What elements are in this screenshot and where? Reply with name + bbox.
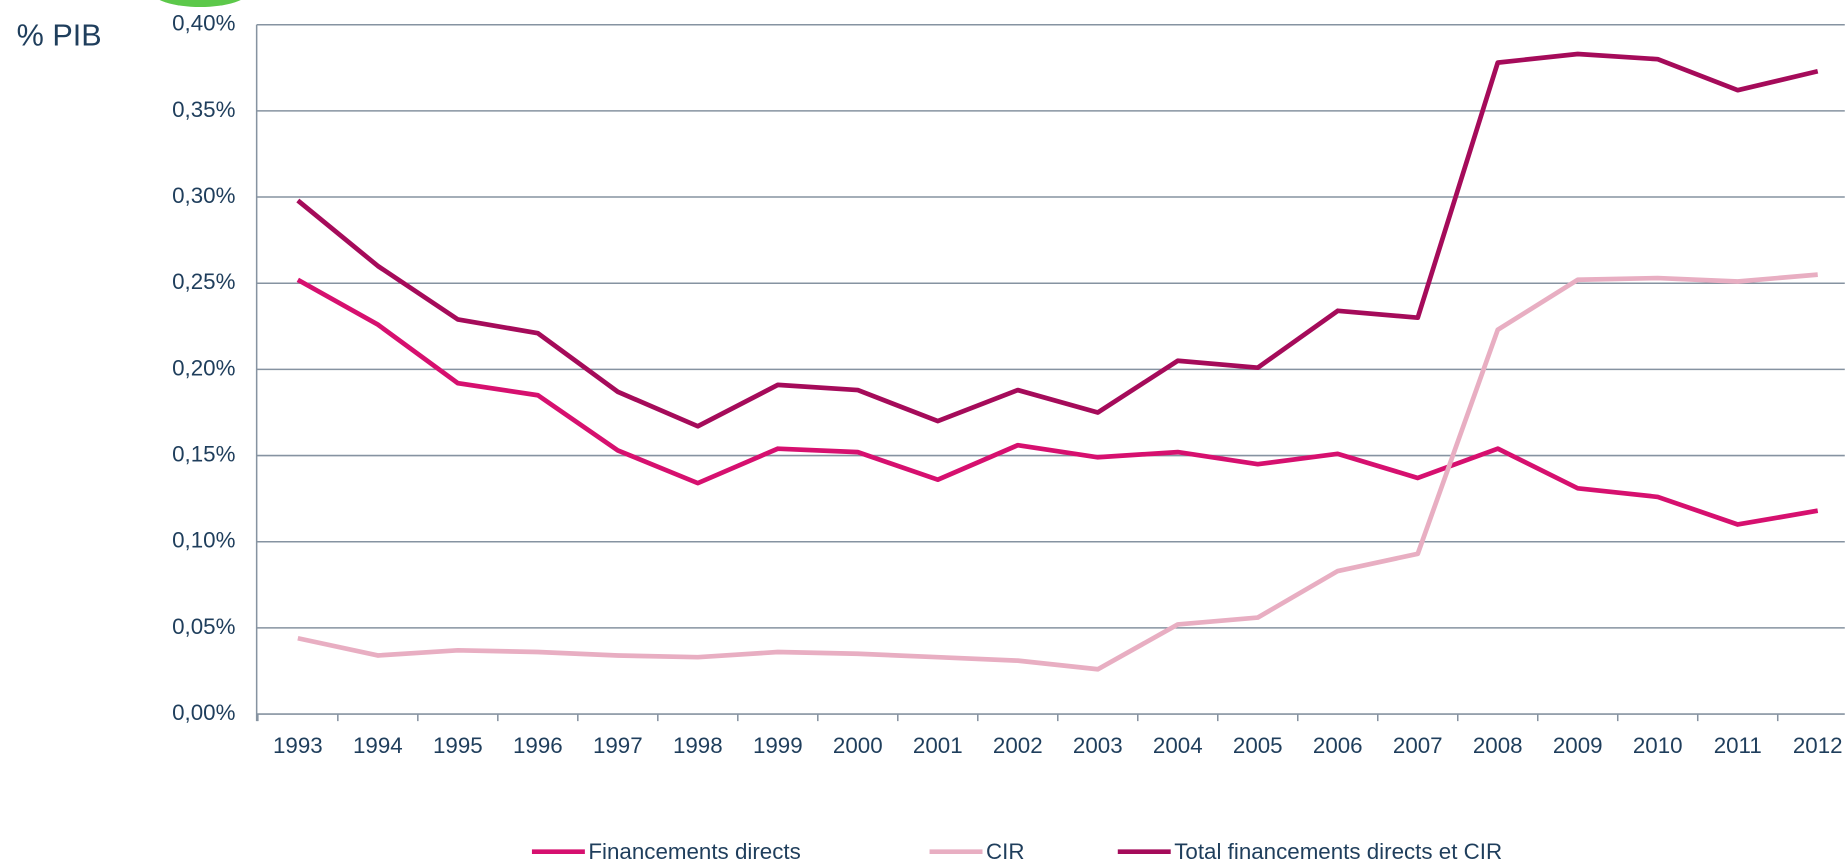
x-tick-label: 1994 <box>353 733 403 758</box>
x-tick-label: 2006 <box>1313 733 1363 758</box>
y-tick-label: 0,20% <box>172 355 235 380</box>
legend-label: CIR <box>986 839 1024 864</box>
x-tick-label: 2004 <box>1153 733 1203 758</box>
series-line <box>297 272 1818 672</box>
y-tick-label: 0,10% <box>172 528 235 553</box>
x-tick-label: 1995 <box>433 733 483 758</box>
y-tick-label: 0,15% <box>172 441 235 466</box>
x-tick-label: 2011 <box>1714 733 1762 758</box>
y-tick-label: 0,25% <box>172 269 235 294</box>
y-tick-label: 0,00% <box>172 700 235 725</box>
series-line <box>296 51 1819 429</box>
x-tick-label: 2012 <box>1793 733 1843 758</box>
x-tick-label: 1993 <box>273 733 323 758</box>
y-tick-label: 0,40% <box>172 11 235 36</box>
legend-label: Financements directs <box>588 839 800 864</box>
x-tick-label: 2007 <box>1393 733 1443 758</box>
y-axis-label: % PIB <box>17 19 102 53</box>
x-tick-label: 2003 <box>1073 733 1123 758</box>
series-line <box>296 277 1819 527</box>
x-tick-label: 2008 <box>1473 733 1523 758</box>
x-tick-label: 1998 <box>673 733 723 758</box>
x-tick-label: 1996 <box>513 733 563 758</box>
y-tick-label: 0,35% <box>172 97 235 122</box>
x-tick-label: 2009 <box>1553 733 1603 758</box>
y-tick-label: 0,30% <box>172 183 235 208</box>
x-tick-label: 2001 <box>913 733 963 758</box>
x-tick-label: 1999 <box>753 733 803 758</box>
x-tick-label: 1997 <box>593 733 643 758</box>
y-tick-label: 0,05% <box>172 614 235 639</box>
legend-label: Total financements directs et CIR <box>1174 839 1502 864</box>
x-tick-label: 2002 <box>993 733 1043 758</box>
x-tick-label: 2000 <box>833 733 883 758</box>
x-tick-label: 2005 <box>1233 733 1283 758</box>
x-tick-label: 2010 <box>1633 733 1683 758</box>
decoration <box>159 0 241 8</box>
